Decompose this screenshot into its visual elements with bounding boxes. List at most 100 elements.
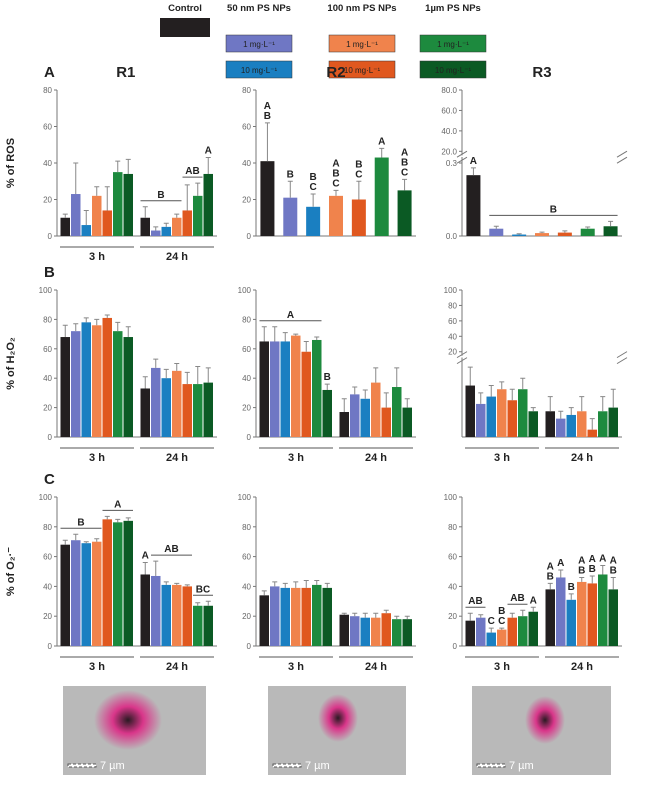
error-bar <box>195 365 201 385</box>
annotation: C <box>401 167 408 178</box>
bar <box>182 384 192 437</box>
bar <box>528 611 538 646</box>
bar <box>374 157 389 236</box>
error-bar <box>568 407 574 415</box>
y-tick-label: 0 <box>48 232 53 241</box>
error-bar <box>62 539 68 545</box>
bar <box>465 620 475 646</box>
legend-swatch <box>328 60 396 79</box>
bar <box>486 632 496 646</box>
x-tick-label: 3 h <box>494 661 510 673</box>
bar <box>140 574 150 646</box>
error-bar <box>478 614 484 618</box>
bar <box>193 384 203 437</box>
error-bar <box>404 615 410 620</box>
bar <box>280 341 290 437</box>
x-tick-label: 24 h <box>166 452 188 464</box>
bar <box>507 617 517 646</box>
bar <box>60 217 70 236</box>
error-bar <box>558 410 564 419</box>
error-bar <box>73 323 79 332</box>
annotation: A <box>610 555 617 566</box>
legend-label: 1 mg·L⁻¹ <box>437 40 469 49</box>
bar <box>512 234 527 236</box>
error-bar <box>115 160 121 173</box>
bar <box>312 339 322 437</box>
annotation: A <box>114 499 121 510</box>
bar <box>92 325 102 437</box>
bar <box>351 199 366 236</box>
bar <box>140 388 150 437</box>
y-tick-label: 20.0 <box>441 147 457 156</box>
column-title: R2 <box>326 64 345 81</box>
bar <box>113 522 123 646</box>
legend-swatch <box>225 60 293 79</box>
x-tick-label: 24 h <box>365 661 387 673</box>
bar <box>545 589 555 646</box>
error-bar <box>362 612 368 618</box>
y-tick-label: 0.0 <box>446 232 458 241</box>
y-tick-label: 20 <box>43 612 52 621</box>
error-bar <box>184 184 190 211</box>
y-tick-label: 100 <box>444 493 458 502</box>
error-bar <box>467 612 473 621</box>
error-bar <box>478 392 484 404</box>
bar <box>381 613 391 646</box>
annotation: AB <box>510 593 524 604</box>
error-bar <box>261 590 267 596</box>
error-bar <box>62 324 68 338</box>
bar <box>577 581 587 646</box>
error-bar <box>352 386 358 395</box>
error-bar <box>356 180 362 200</box>
error-bar <box>174 363 180 371</box>
error-bar <box>153 358 159 368</box>
legend-label: 10 mg·L⁻¹ <box>435 66 472 75</box>
error-bar <box>282 332 288 342</box>
y-tick-label: 60.0 <box>441 106 457 115</box>
error-bar <box>272 581 278 587</box>
bar <box>270 341 280 437</box>
error-bar <box>314 579 320 585</box>
bar <box>392 387 402 437</box>
bar <box>182 586 192 646</box>
y-tick-label: 80 <box>448 523 457 532</box>
y-tick-label: 80 <box>242 315 251 324</box>
y-tick-label: 0 <box>48 642 53 651</box>
bar <box>172 217 182 236</box>
y-tick-label: 80 <box>43 523 52 532</box>
error-bar <box>362 389 368 399</box>
x-tick-label: 3 h <box>89 452 105 464</box>
error-bar <box>195 602 201 606</box>
y-tick-label: 80 <box>242 86 251 95</box>
error-bar <box>558 569 564 578</box>
bar <box>283 197 298 236</box>
error-bar <box>195 182 201 196</box>
error-bar <box>493 225 499 229</box>
bar <box>466 175 481 236</box>
axis-break <box>616 351 628 359</box>
y-tick-label: 20 <box>448 348 457 357</box>
bar <box>371 617 381 646</box>
bar <box>339 412 349 437</box>
error-bar <box>205 157 211 174</box>
legend-label: Control <box>168 3 202 14</box>
y-tick-label: 80 <box>43 315 52 324</box>
annotation: B <box>568 582 575 593</box>
annotation: C <box>498 616 505 627</box>
legend-group-title: 100 nm PS NPs <box>327 3 396 14</box>
bar <box>151 575 161 646</box>
error-bar <box>125 517 131 521</box>
error-bar <box>600 565 606 575</box>
annotation: B <box>264 111 271 122</box>
y-tick-label: 80 <box>43 86 52 95</box>
error-bar <box>293 333 299 336</box>
error-bar <box>488 627 494 633</box>
bar <box>518 389 528 437</box>
error-bar <box>83 541 89 544</box>
y-tick-label: 100 <box>39 286 53 295</box>
x-tick-label: 3 h <box>288 661 304 673</box>
error-bar <box>402 178 408 191</box>
error-bar <box>547 582 553 590</box>
annotation: B <box>401 157 408 168</box>
bar <box>102 317 112 437</box>
